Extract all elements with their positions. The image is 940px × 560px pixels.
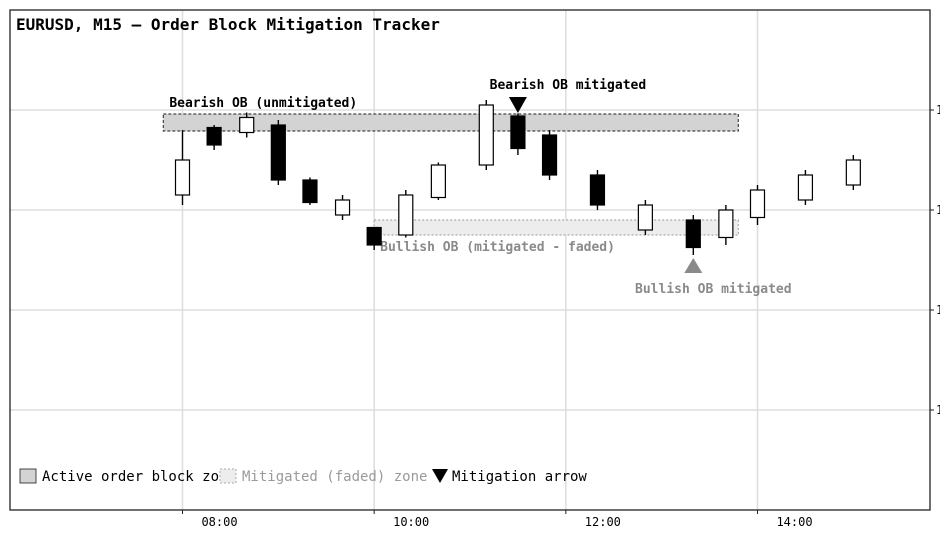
x-tick-label: 12:00 [585, 515, 621, 529]
legend-label-faded: Mitigated (faded) zone [242, 469, 427, 485]
candle-body-bullish [718, 209, 734, 239]
legend-label-active: Active order block zone [42, 469, 236, 485]
candle [589, 170, 606, 210]
y-tick-label: 1 [936, 203, 940, 217]
bullish-ob-label: Bullish OB (mitigated - faded) [380, 240, 615, 255]
candle [478, 100, 494, 170]
candle-body-bullish [637, 204, 653, 231]
bullish-mitigated-label: Bullish OB mitigated [635, 282, 792, 297]
chart-title: EURUSD, M15 — Order Block Mitigation Tra… [16, 15, 440, 34]
candle-body-bearish [270, 124, 286, 181]
x-tick-label: 14:00 [776, 515, 812, 529]
plot-frame [9, 9, 931, 511]
legend-arrow-icon [432, 469, 448, 483]
y-tick-label: 1 [936, 403, 940, 417]
candle [637, 200, 653, 235]
candle [541, 130, 558, 180]
mitigation-arrow-up [684, 258, 703, 273]
order-block-zones: Bearish OB (unmitigated) Bullish OB (miti… [162, 96, 739, 255]
candle [718, 205, 734, 245]
candle [749, 185, 766, 225]
legend-swatch-active [19, 468, 37, 484]
bearish-mitigated-label: Bearish OB mitigated [490, 78, 647, 93]
bullish-ob-zone [373, 219, 739, 236]
candle-body-bullish [334, 199, 351, 216]
candle-body-bullish [174, 159, 191, 196]
legend-label-arrow: Mitigation arrow [452, 469, 587, 485]
candle [685, 215, 701, 255]
candle-body-bullish [845, 159, 861, 186]
candle [239, 112, 255, 138]
candle [398, 190, 414, 238]
candle-body-bullish [430, 164, 446, 199]
x-axis: 08:00 10:00 12:00 14:00 [182, 510, 813, 529]
candle [797, 170, 814, 205]
candle [206, 125, 222, 150]
y-tick-label: 1 [936, 103, 940, 117]
candle-body-bearish [206, 126, 222, 146]
bearish-ob-zone [162, 113, 739, 132]
x-tick-label: 08:00 [201, 515, 237, 529]
candle-body-bearish [366, 226, 382, 246]
candle-body-bearish [589, 174, 606, 206]
candle-body-bullish [398, 194, 414, 236]
candle [430, 162, 446, 200]
candle-body-bullish [749, 189, 766, 219]
candle-body-bearish [510, 115, 526, 150]
candle-body-bullish [797, 174, 814, 201]
y-tick-label: 1 [936, 303, 940, 317]
candle-body-bearish [685, 219, 701, 249]
candle [510, 113, 526, 155]
candle [845, 155, 861, 190]
grid [10, 10, 930, 510]
candle [302, 177, 318, 205]
candle-body-bearish [302, 179, 318, 204]
candle [174, 130, 191, 205]
candle-body-bearish [541, 134, 558, 176]
y-axis: 1 1 1 1 [930, 103, 940, 417]
mitigation-markers: Bearish OB mitigated Bullish OB mitigated [490, 78, 792, 297]
x-tick-label: 10:00 [393, 515, 429, 529]
candle-body-bullish [239, 116, 255, 134]
legend: Active order block zone Mitigated (faded)… [19, 468, 587, 485]
candle [270, 120, 286, 185]
candle-body-bullish [478, 104, 494, 166]
legend-swatch-faded [219, 468, 237, 484]
candle [334, 195, 351, 220]
candle [366, 226, 382, 250]
mitigation-arrow-down [508, 97, 527, 113]
candles [174, 100, 861, 255]
bearish-ob-label: Bearish OB (unmitigated) [169, 96, 357, 111]
